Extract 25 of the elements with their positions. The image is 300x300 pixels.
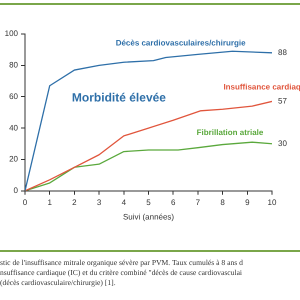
y-tick-label: 20 xyxy=(9,154,19,164)
x-tick-label: 7 xyxy=(196,198,201,207)
y-tick-label: 100 xyxy=(4,29,19,38)
y-tick-label: 40 xyxy=(9,123,19,132)
x-tick-label: 6 xyxy=(170,198,176,207)
x-tick-label: 5 xyxy=(146,198,152,207)
x-tick-label: 0 xyxy=(22,198,28,207)
data-label: 88 xyxy=(278,48,288,58)
y-tick-label: 60 xyxy=(9,92,19,101)
x-axis-title: Suivi (années) xyxy=(122,212,174,222)
x-tick-label: 10 xyxy=(268,198,277,207)
annotation: Morbidité élevée xyxy=(72,90,166,105)
text: Insuffisance cardiaq xyxy=(223,82,300,92)
x-tick-label: 9 xyxy=(245,198,250,207)
data-label: 30 xyxy=(278,138,288,148)
x-tick-label: 2 xyxy=(72,198,78,207)
x-tick-label: 3 xyxy=(96,198,102,207)
x-tick-label: 8 xyxy=(220,198,226,207)
y-tick-label: 0 xyxy=(14,186,19,196)
data-label: 57 xyxy=(278,96,288,106)
series-label: Fibrillation atriale xyxy=(196,128,264,137)
series-label: Décès cardiovasculaires/chirurgie xyxy=(116,38,246,48)
x-tick-label: 1 xyxy=(47,198,52,207)
x-tick-label: 4 xyxy=(122,198,127,207)
y-tick-label: 80 xyxy=(9,60,19,70)
